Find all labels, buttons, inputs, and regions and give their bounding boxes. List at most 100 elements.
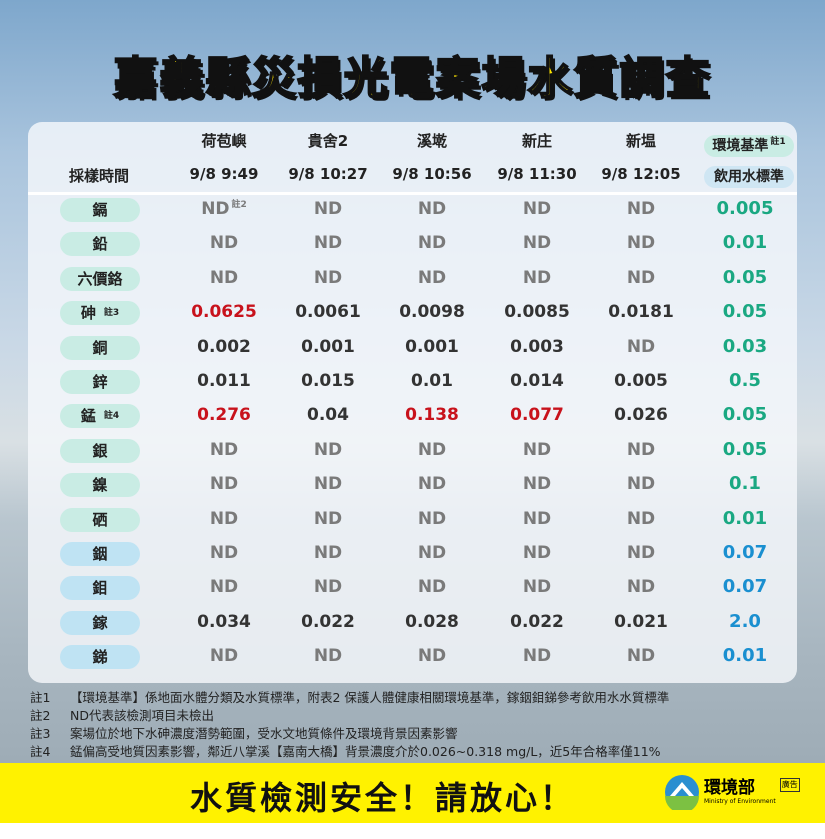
note-item: 註3 案場位於地下水砷濃度潛勢範圍，受水文地質條件及環境背景因素影響 bbox=[30, 725, 669, 743]
drinking-standard-header: 飲用水標準 bbox=[704, 166, 794, 188]
value-cell: 0.011 bbox=[172, 371, 276, 391]
value-cell: ND bbox=[276, 199, 380, 219]
value-cell: ND bbox=[380, 199, 484, 219]
value-cell: ND bbox=[485, 474, 589, 494]
value: ND bbox=[417, 233, 447, 254]
element-name: 銅 bbox=[92, 338, 108, 357]
element-label: 銻 bbox=[60, 645, 140, 670]
value-cell: 0.028 bbox=[380, 612, 484, 632]
standard-value: 0.07 bbox=[722, 576, 768, 598]
element-name: 錳 bbox=[80, 407, 96, 426]
value-cell: ND bbox=[172, 543, 276, 563]
value: ND bbox=[209, 508, 239, 529]
value: 0.001 bbox=[301, 336, 355, 357]
value: 0.001 bbox=[405, 336, 459, 357]
element-name: 砷 bbox=[80, 304, 96, 323]
value: 0.005 bbox=[614, 371, 668, 391]
value: ND bbox=[209, 267, 239, 288]
value: ND bbox=[417, 439, 447, 460]
value: 0.028 bbox=[405, 611, 459, 632]
slogan: 水質檢測安全！請放心！ bbox=[190, 779, 576, 817]
site-name: 新庄 bbox=[521, 132, 552, 150]
value: 0.0085 bbox=[504, 302, 570, 323]
value-cell: ND bbox=[380, 268, 484, 288]
value: ND bbox=[417, 646, 447, 667]
value-cell: 0.001 bbox=[276, 337, 380, 357]
value: ND bbox=[313, 439, 343, 460]
value: ND bbox=[626, 474, 656, 495]
value-cell: ND bbox=[276, 268, 380, 288]
standard-value: 0.5 bbox=[729, 370, 761, 391]
value-cell: ND bbox=[276, 543, 380, 563]
value: ND bbox=[626, 508, 656, 529]
header-divider bbox=[28, 192, 797, 195]
element-name: 銻 bbox=[92, 648, 108, 667]
value: ND bbox=[522, 267, 552, 288]
value-cell: 0.0061 bbox=[276, 302, 380, 322]
value-cell: ND bbox=[172, 509, 276, 529]
value-cell: ND bbox=[589, 543, 693, 563]
value-cell: ND bbox=[172, 646, 276, 666]
value: ND bbox=[209, 439, 239, 460]
standard-value: 0.05 bbox=[722, 438, 768, 460]
value: 0.276 bbox=[197, 405, 251, 426]
site-name: 溪墘 bbox=[416, 132, 447, 150]
value: 0.138 bbox=[405, 405, 459, 426]
value-cell: ND bbox=[276, 474, 380, 494]
value-cell: ND bbox=[589, 440, 693, 460]
note-text: ND代表該檢測項目未檢出 bbox=[70, 708, 214, 723]
note-item: 註2 ND代表該檢測項目未檢出 bbox=[30, 707, 669, 725]
element-name: 銦 bbox=[92, 545, 108, 563]
standard-value: 0.07 bbox=[722, 542, 768, 563]
value-cell: ND bbox=[276, 233, 380, 253]
value-cell: 0.003 bbox=[485, 337, 589, 357]
element-name: 鎵 bbox=[92, 613, 108, 632]
value: ND bbox=[626, 543, 656, 563]
value: ND bbox=[522, 439, 552, 460]
moe-logo-icon bbox=[665, 775, 699, 810]
value-cell: 0.001 bbox=[380, 337, 484, 357]
value: ND bbox=[626, 233, 656, 254]
value: ND bbox=[313, 543, 343, 563]
value-cell: ND bbox=[380, 474, 484, 494]
value: ND bbox=[626, 646, 656, 667]
note-item: 註1 【環境基準】係地面水體分類及水質標準，附表2 保護人體健康相關環境基準，鎵銦… bbox=[30, 689, 669, 707]
value: ND bbox=[522, 199, 552, 219]
value-cell: ND bbox=[589, 233, 693, 253]
element-name: 鉛 bbox=[92, 235, 108, 254]
element-name: 鎳 bbox=[92, 476, 108, 495]
value: ND bbox=[626, 199, 656, 219]
element-label: 硒 bbox=[60, 507, 140, 532]
value-cell: ND bbox=[485, 268, 589, 288]
value-cell: ND bbox=[276, 577, 380, 597]
logo-subtext: Ministry of Environment bbox=[704, 798, 776, 805]
element-label: 鎳 bbox=[60, 473, 140, 498]
standard-value: 0.05 bbox=[722, 301, 768, 323]
value-cell: 0.138 bbox=[380, 405, 484, 425]
element-label: 鉛 bbox=[60, 232, 140, 257]
value: 0.0625 bbox=[191, 302, 257, 323]
note-item: 註4 錳偏高受地質因素影響，鄰近八掌溪【嘉南大橋】背景濃度介於0.026~0.31… bbox=[30, 743, 669, 761]
standard-value: 0.01 bbox=[722, 507, 768, 529]
value-cell: 0.002 bbox=[172, 337, 276, 357]
value: ND bbox=[522, 508, 552, 529]
value-cell: ND bbox=[172, 233, 276, 253]
site-name: 荷苞嶼 bbox=[201, 132, 247, 150]
value: 0.014 bbox=[510, 371, 564, 391]
element-label: 六價鉻 bbox=[60, 266, 140, 291]
value: 0.022 bbox=[510, 611, 564, 632]
standard-value: 0.05 bbox=[722, 266, 768, 288]
time-label: 採樣時間 bbox=[68, 167, 129, 185]
value: ND bbox=[209, 474, 239, 495]
value-cell: ND bbox=[172, 268, 276, 288]
value-cell: ND bbox=[485, 509, 589, 529]
value: ND bbox=[201, 199, 230, 219]
value: ND bbox=[209, 577, 239, 598]
results-table: 採樣時間 荷苞嶼 9/8 9:49 貴舍2 9/8 10:27 溪墘 9/8 10:56 新庄… bbox=[28, 122, 797, 683]
element-label: 錳註4 bbox=[60, 404, 140, 429]
site-name: 新塭 bbox=[625, 132, 656, 150]
value: 0.01 bbox=[411, 371, 453, 391]
value-cell: 0.014 bbox=[485, 371, 589, 391]
value: ND bbox=[522, 646, 552, 667]
value: 0.015 bbox=[301, 371, 355, 391]
